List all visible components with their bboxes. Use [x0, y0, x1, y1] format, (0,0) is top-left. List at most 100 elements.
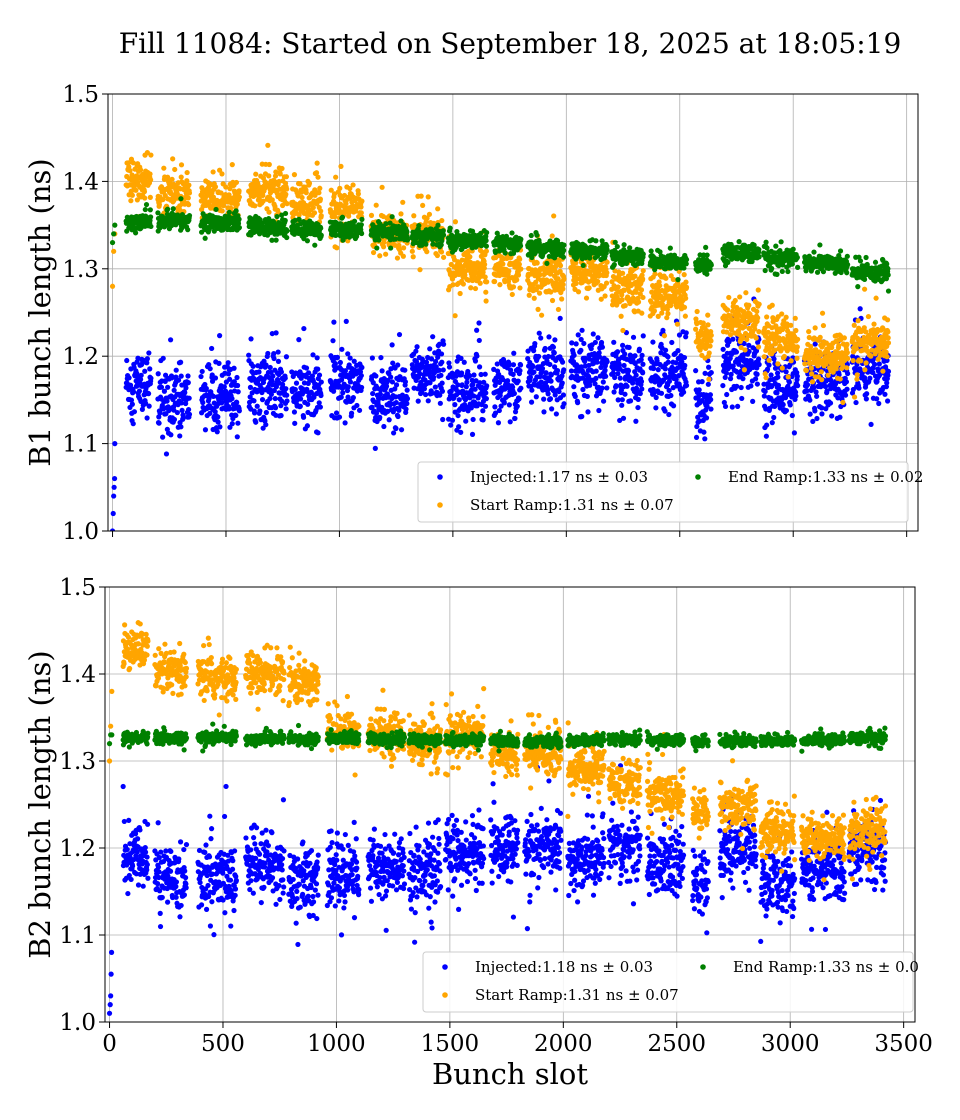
- data-point: [640, 370, 646, 376]
- data-point: [316, 372, 323, 378]
- data-point: [708, 369, 714, 376]
- data-point: [455, 412, 461, 419]
- data-point: [414, 344, 420, 350]
- data-point: [579, 327, 585, 333]
- data-point: [700, 320, 706, 326]
- data-point: [198, 373, 204, 380]
- data-point: [175, 377, 182, 383]
- data-point: [592, 339, 598, 346]
- data-point: [507, 419, 513, 425]
- data-point: [472, 285, 479, 292]
- data-point: [170, 206, 176, 212]
- data-point: [168, 432, 174, 438]
- data-point: [863, 396, 869, 402]
- data-point: [814, 415, 820, 422]
- data-point: [348, 410, 355, 416]
- data-point: [791, 430, 797, 436]
- data-point: [253, 171, 259, 177]
- data-point: [210, 169, 216, 175]
- data-point: [453, 373, 459, 379]
- data-point: [680, 389, 687, 395]
- data-point: [470, 382, 476, 388]
- data-point: [653, 405, 659, 411]
- data-point: [304, 423, 311, 429]
- y-tick-label: 1.1: [62, 432, 99, 458]
- data-point: [340, 390, 346, 396]
- data-point: [430, 374, 437, 380]
- data-point: [611, 389, 617, 395]
- data-point: [271, 355, 277, 362]
- data-point: [617, 375, 623, 381]
- data-point: [165, 384, 171, 390]
- data-point: [622, 391, 628, 397]
- data-point: [261, 358, 267, 364]
- data-point: [552, 337, 558, 343]
- data-point: [109, 283, 116, 289]
- data-point: [263, 362, 269, 368]
- data-point: [779, 365, 785, 371]
- data-point: [472, 386, 478, 392]
- data-point: [755, 344, 762, 350]
- data-point: [229, 421, 235, 427]
- data-point: [829, 413, 835, 419]
- data-point: [809, 379, 816, 385]
- data-point: [428, 356, 435, 362]
- data-point: [186, 213, 193, 219]
- data-point: [531, 295, 537, 301]
- data-point: [626, 344, 632, 351]
- data-point: [781, 353, 787, 360]
- data-point: [426, 211, 433, 217]
- data-point: [372, 445, 378, 451]
- data-point: [303, 365, 310, 371]
- data-point: [533, 394, 539, 400]
- data-point: [331, 319, 337, 325]
- data-point: [392, 386, 398, 392]
- data-point: [141, 189, 148, 195]
- data-point: [783, 314, 789, 320]
- data-point: [511, 350, 517, 356]
- data-point: [236, 216, 242, 222]
- data-point: [635, 299, 642, 305]
- data-point: [658, 390, 665, 396]
- data-point: [683, 382, 690, 389]
- data-point: [853, 345, 859, 352]
- data-point: [883, 349, 889, 355]
- data-point: [292, 420, 298, 426]
- data-point: [812, 408, 818, 414]
- data-point: [637, 390, 643, 397]
- data-point: [694, 308, 700, 315]
- data-point: [156, 414, 162, 420]
- data-point: [541, 409, 547, 415]
- data-point: [542, 345, 548, 352]
- data-point: [112, 441, 118, 447]
- data-point: [282, 375, 288, 381]
- data-point: [136, 388, 143, 394]
- data-point: [278, 412, 284, 419]
- data-point: [394, 255, 401, 261]
- data-point: [876, 361, 882, 367]
- data-point: [509, 291, 515, 298]
- data-point: [165, 174, 171, 180]
- data-point: [389, 342, 395, 348]
- data-point: [259, 397, 266, 403]
- data-point: [315, 366, 321, 372]
- data-point: [373, 373, 379, 379]
- data-point: [483, 298, 489, 304]
- data-point: [768, 372, 774, 378]
- data-point: [552, 392, 558, 398]
- data-point: [622, 351, 628, 357]
- data-point: [338, 394, 344, 400]
- data-point: [377, 414, 383, 420]
- data-point: [336, 414, 343, 420]
- data-point: [547, 396, 554, 402]
- data-point: [632, 273, 638, 279]
- data-point: [186, 395, 192, 401]
- data-point: [425, 194, 431, 200]
- data-point: [316, 190, 322, 196]
- data-point: [358, 372, 364, 379]
- data-point: [551, 350, 557, 356]
- data-point: [639, 310, 645, 316]
- data-point: [370, 380, 376, 386]
- data-point: [411, 213, 417, 219]
- data-point: [270, 373, 276, 379]
